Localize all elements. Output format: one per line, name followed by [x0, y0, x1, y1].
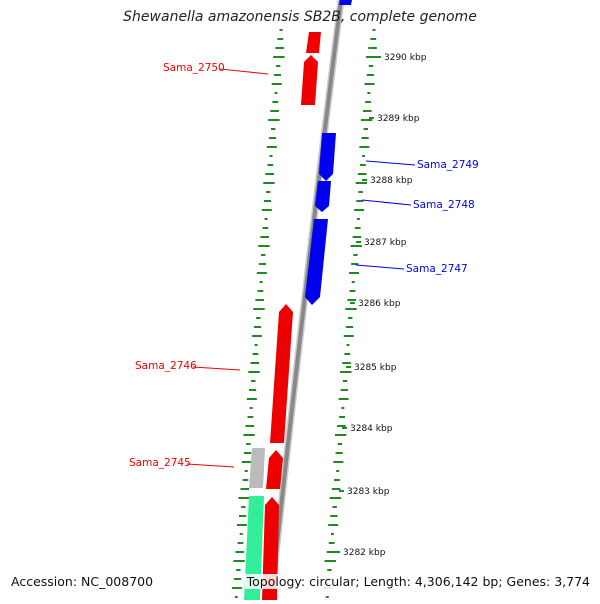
gene-labels: Sama_2750 Sama_2749 Sama_2748 Sama_2747 Sama…: [129, 62, 479, 469]
map-title: Shewanella amazonensis SB2B, complete ge…: [123, 9, 477, 25]
gene-leader-line: [186, 463, 235, 468]
gene-arrow[interactable]: [270, 304, 293, 443]
gene-label[interactable]: Sama_2745: [129, 457, 191, 469]
scale-tick-label: 3284 kbp: [350, 424, 393, 434]
gene-leader-line: [365, 160, 416, 166]
feature-track: [244, 0, 352, 600]
gene-label[interactable]: Sama_2749: [417, 159, 479, 171]
gene-arrow[interactable]: [306, 32, 321, 53]
gene-label[interactable]: Sama_2746: [135, 360, 197, 372]
gene-leader-line: [355, 264, 405, 270]
scale-tick-label: 3283 kbp: [347, 487, 390, 497]
backbone: [269, 0, 343, 601]
backbone-track: [267, 0, 345, 601]
gene-arrow[interactable]: [266, 450, 283, 489]
accession-label: Accession: NC_008700: [9, 574, 156, 589]
gene-arrow[interactable]: [301, 55, 318, 105]
scale-tick-label: 3290 kbp: [384, 53, 427, 63]
scale-tick-label: 3287 kbp: [364, 238, 407, 248]
topology-label: Topology: circular; Length: 4,306,142 bp…: [244, 574, 592, 589]
gene-label[interactable]: Sama_2748: [413, 199, 475, 211]
scale-ticks: 3290 kbp 3289 kbp 3288 kbp 3287 kbp 3286 kbp…: [335, 53, 427, 558]
gene-arrow[interactable]: [249, 448, 265, 488]
gene-arrow[interactable]: [319, 133, 336, 181]
scale-tick-label: 3285 kbp: [354, 363, 397, 373]
gene-arrow[interactable]: [305, 219, 328, 305]
gene-leader-line: [361, 199, 412, 206]
scale-tick-label: 3286 kbp: [358, 299, 401, 309]
scale-tick-label: 3282 kbp: [343, 548, 386, 558]
gene-leader-line: [219, 68, 269, 75]
scale-tick-label: 3288 kbp: [370, 176, 413, 186]
gene-arrow[interactable]: [339, 0, 352, 5]
gc-skew-track: [231, 29, 378, 598]
gene-leader-line: [192, 366, 241, 371]
gene-label[interactable]: Sama_2747: [406, 263, 468, 275]
gene-arrow[interactable]: [315, 181, 331, 212]
gene-label[interactable]: Sama_2750: [163, 62, 225, 74]
scale-tick-label: 3289 kbp: [377, 114, 420, 124]
